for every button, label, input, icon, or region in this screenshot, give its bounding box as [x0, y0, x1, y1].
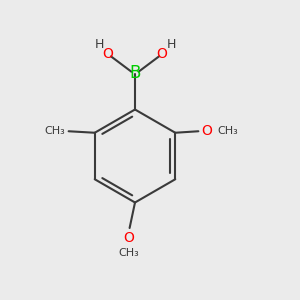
- Text: O: O: [124, 231, 134, 245]
- Text: B: B: [129, 64, 141, 82]
- Text: H: H: [166, 38, 176, 52]
- Text: CH₃: CH₃: [217, 126, 238, 136]
- Text: O: O: [103, 47, 113, 61]
- Text: O: O: [201, 124, 212, 138]
- Text: CH₃: CH₃: [118, 248, 140, 257]
- Text: O: O: [157, 47, 167, 61]
- Text: CH₃: CH₃: [44, 126, 65, 136]
- Text: H: H: [94, 38, 104, 52]
